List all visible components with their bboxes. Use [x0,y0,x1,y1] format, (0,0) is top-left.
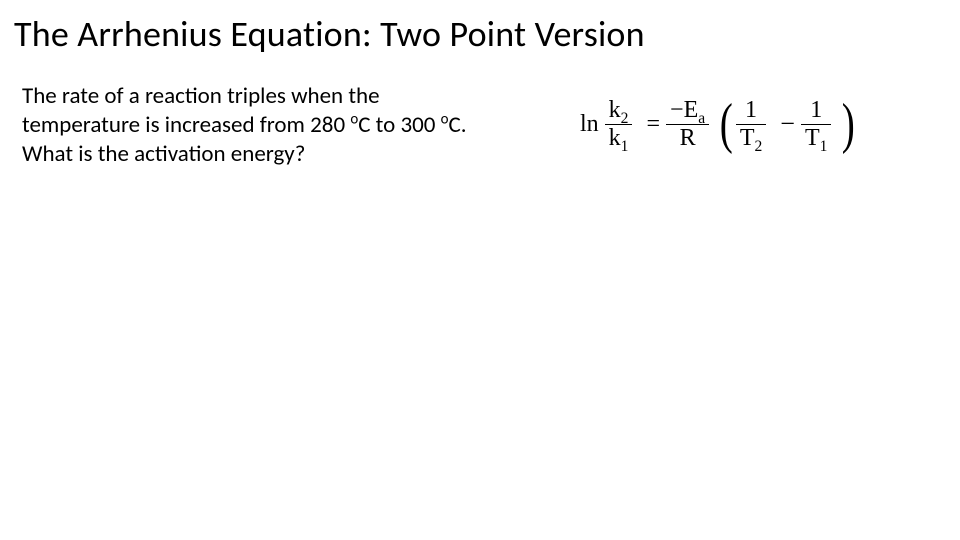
k1: k1 [605,125,633,151]
t1-sub: 1 [820,137,828,154]
k1-sub: 1 [621,137,629,154]
fraction-1-t1: 1 T1 [801,97,831,151]
k2-base: k [609,97,621,123]
problem-statement: The rate of a reaction triples when the … [22,82,522,168]
t2-sub: 2 [754,137,762,154]
one-a: 1 [741,97,761,123]
neg-sign: − [670,97,684,123]
neg-ea: −Ea [666,97,709,123]
fraction-ea-r: −Ea R [666,97,709,151]
paren-inner: 1 T2 − 1 T1 [736,97,840,151]
problem-line-2a: temperature is increased from 280 [22,111,350,139]
equals-sign: = [646,111,660,138]
fraction-k2-k1: k2 k1 [605,97,633,151]
k1-base: k [609,125,621,151]
t2-base: T [740,125,755,151]
t2: T2 [736,125,766,151]
one-b: 1 [806,97,826,123]
left-paren: ( [720,96,733,152]
problem-line-3: What is the activation energy? [22,140,305,168]
ln-symbol: ln [580,111,599,138]
arrhenius-equation: ln k2 k1 = −Ea R ( 1 T2 − 1 [580,88,910,160]
equation-row: ln k2 k1 = −Ea R ( 1 T2 − 1 [580,88,910,160]
degree-sup-2: o [441,110,449,128]
slide-title: The Arrhenius Equation: Two Point Versio… [14,12,645,56]
r-symbol: R [676,125,700,151]
minus-sign: − [780,109,795,139]
fraction-1-t2: 1 T2 [736,97,766,151]
slide: The Arrhenius Equation: Two Point Versio… [0,0,960,540]
ea-base: E [684,97,699,123]
right-paren: ) [842,96,855,152]
problem-line-2c: C. [449,111,467,139]
t1-base: T [805,125,820,151]
k2: k2 [605,97,633,123]
problem-line-1: The rate of a reaction triples when the [22,82,380,110]
t1: T1 [801,125,831,151]
problem-line-2b: C to 300 [358,111,440,139]
